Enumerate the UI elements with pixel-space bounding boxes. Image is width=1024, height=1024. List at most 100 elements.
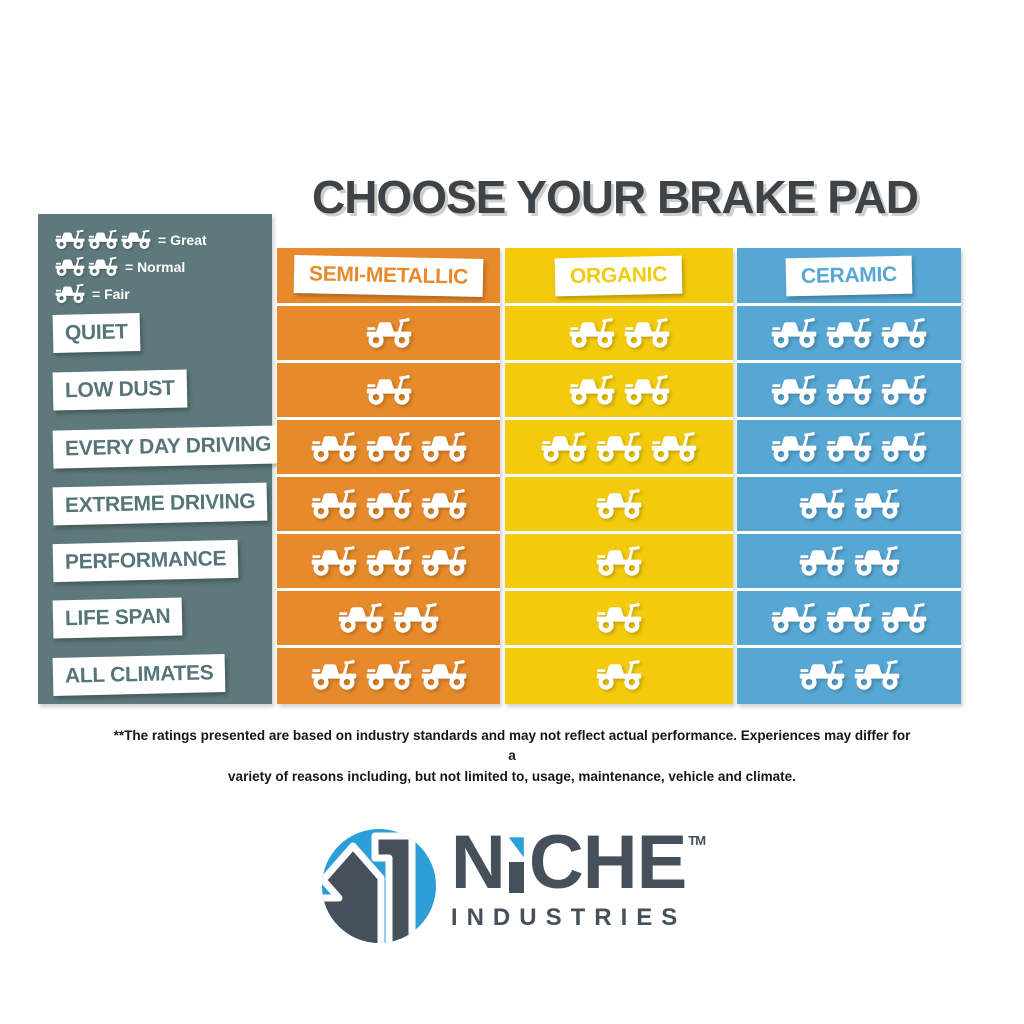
atv-icon [596, 489, 642, 519]
rating-cell [277, 417, 500, 474]
page-title: CHOOSE YOUR BRAKE PAD [311, 171, 919, 223]
atv-icon [541, 432, 587, 462]
atv-icon [799, 660, 844, 690]
column-header: ORGANIC [505, 248, 733, 303]
rating-cell [737, 474, 961, 531]
row-label-life-span: LIFE SPAN [52, 597, 183, 639]
rating-cell [505, 588, 733, 645]
atv-icon [311, 432, 356, 462]
atv-icon [366, 432, 411, 462]
atv-icon [624, 318, 669, 348]
atv-icon [854, 489, 899, 519]
atv-icon [55, 229, 85, 250]
atv-icon [88, 229, 118, 250]
legend-icon-group [55, 229, 154, 250]
column-header: CERAMIC [737, 248, 961, 303]
atv-icon [826, 318, 872, 348]
legend-item: = Normal [55, 253, 207, 280]
atv-icon [826, 603, 872, 633]
atv-icon [771, 603, 817, 633]
brand-logo: N CHE TM INDUSTRIES [0, 820, 1024, 946]
atv-icon [799, 489, 844, 519]
disclaimer-line-2: variety of reasons including, but not li… [228, 768, 796, 784]
rating-cell [277, 360, 500, 417]
row-label-low-dust: LOW DUST [52, 369, 188, 411]
atv-icon [826, 432, 872, 462]
rating-cell [277, 645, 500, 702]
atv-icon [121, 229, 151, 250]
logo-letter-n: N [450, 820, 506, 905]
legend-item: = Great [55, 226, 207, 253]
atv-icon [596, 603, 642, 633]
atv-icon [55, 283, 85, 304]
rating-cell [737, 588, 961, 645]
atv-icon [421, 432, 466, 462]
rating-cell [277, 531, 500, 588]
rating-cell [737, 531, 961, 588]
atv-icon [799, 546, 844, 576]
rating-cell [737, 360, 961, 417]
legend-label: = Great [158, 231, 207, 248]
atv-icon [596, 546, 642, 576]
legend-label: = Fair [92, 285, 130, 302]
atv-icon [569, 375, 614, 405]
rating-cell [277, 588, 500, 645]
atv-icon [596, 660, 642, 690]
atv-icon [421, 489, 466, 519]
logo-letters-che: CHE [528, 820, 687, 905]
disclaimer: **The ratings presented are based on ind… [112, 726, 912, 787]
column-header-label: CERAMIC [785, 255, 913, 296]
logo-letter-i [508, 837, 524, 894]
column-ceramic: CERAMIC [737, 248, 961, 704]
rating-cell [737, 645, 961, 702]
rating-cell [277, 303, 500, 360]
column-header-label: ORGANIC [555, 255, 683, 296]
atv-icon [311, 546, 356, 576]
column-organic: ORGANIC [505, 248, 733, 704]
rating-cell [505, 360, 733, 417]
column-header: SEMI-METALLIC [277, 248, 500, 303]
rating-cell [277, 474, 500, 531]
atv-icon [366, 546, 411, 576]
atv-icon [366, 660, 411, 690]
rating-cell [505, 417, 733, 474]
column-header-label: SEMI-METALLIC [293, 254, 484, 297]
atv-icon [881, 375, 927, 405]
row-label-all-climates: ALL CLIMATES [52, 654, 226, 696]
atv-icon [366, 375, 411, 405]
logo-tm: TM [688, 833, 706, 848]
logo-wordmark: N CHE TM INDUSTRIES [450, 820, 706, 932]
atv-icon [826, 375, 872, 405]
row-label-quiet: QUIET [52, 313, 141, 353]
legend-icon-group [55, 256, 121, 277]
sidebar: = Great = Normal = Fair QUIET [38, 214, 284, 704]
row-label-extreme-driving: EXTREME DRIVING [52, 482, 268, 526]
atv-icon [569, 318, 614, 348]
legend-item: = Fair [55, 280, 207, 307]
atv-icon [88, 256, 118, 277]
rating-cell [737, 417, 961, 474]
atv-icon [55, 256, 85, 277]
atv-icon [771, 432, 817, 462]
atv-icon [338, 603, 384, 633]
atv-icon [311, 660, 356, 690]
atv-icon [881, 318, 927, 348]
atv-icon [771, 375, 817, 405]
rating-cell [737, 303, 961, 360]
legend-icon-group [55, 283, 88, 304]
atv-icon [881, 603, 927, 633]
rating-cell [505, 531, 733, 588]
legend: = Great = Normal = Fair [55, 226, 207, 307]
legend-label: = Normal [125, 258, 186, 275]
atv-icon [421, 546, 466, 576]
atv-icon [624, 375, 669, 405]
niche-logo-mark-icon [321, 829, 436, 943]
column-semi-metallic: SEMI-METALLIC [277, 248, 500, 704]
atv-icon [651, 432, 697, 462]
atv-icon [393, 603, 439, 633]
atv-icon [311, 489, 356, 519]
logo-sub: INDUSTRIES [450, 904, 687, 932]
rating-cell [505, 645, 733, 702]
atv-icon [854, 546, 899, 576]
